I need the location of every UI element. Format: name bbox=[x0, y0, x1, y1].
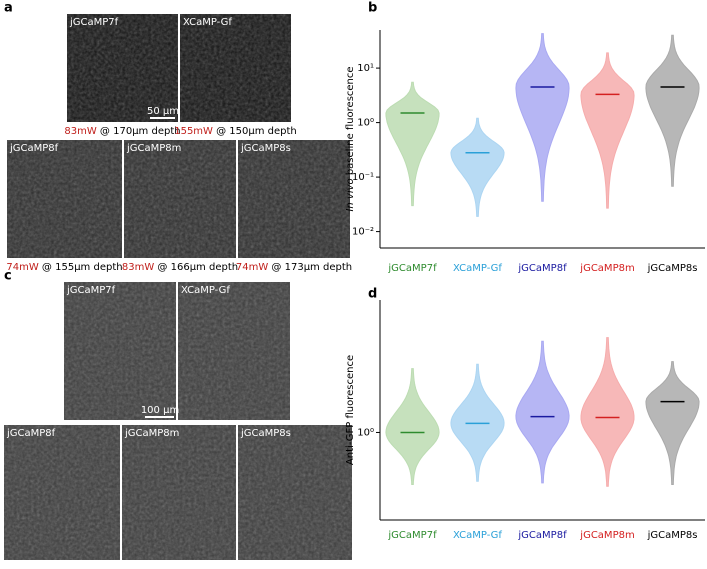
micrograph-texture bbox=[122, 425, 236, 560]
panel-label: a bbox=[4, 1, 13, 16]
violin bbox=[515, 340, 570, 484]
y-tick-label: 10⁰ bbox=[357, 427, 374, 438]
caption-depth: @ 155µm depth bbox=[39, 262, 123, 273]
y-tick-label: 10¹ bbox=[357, 63, 374, 74]
micrograph-texture bbox=[180, 14, 291, 122]
x-tick-label: jGCaMP8f bbox=[517, 263, 567, 274]
x-tick-label: jGCaMP7f bbox=[387, 263, 437, 274]
x-tick-label: XCaMP-Gf bbox=[453, 530, 502, 541]
caption-power: 74mW bbox=[6, 262, 38, 273]
image-label: jGCaMP8s bbox=[240, 143, 291, 154]
caption: 83mW @ 166µm depth bbox=[122, 262, 238, 273]
y-axis-label-text: Anti-GFP fluorescence bbox=[345, 355, 356, 465]
y-axis-label-text: baseline fluorescence bbox=[345, 66, 356, 178]
caption-depth: @ 170µm depth bbox=[97, 126, 181, 137]
micrograph-texture bbox=[124, 140, 236, 258]
micrograph-texture bbox=[67, 14, 178, 122]
y-axis-label: Anti-GFP fluorescence bbox=[345, 355, 356, 465]
x-tick-label: jGCaMP8s bbox=[647, 530, 698, 541]
micrograph-texture bbox=[238, 140, 350, 258]
x-tick-label: jGCaMP8m bbox=[579, 530, 634, 541]
y-tick-label: 10⁻¹ bbox=[352, 172, 374, 183]
violin bbox=[580, 337, 635, 487]
image-label: jGCaMP7f bbox=[69, 17, 119, 28]
violin bbox=[450, 117, 505, 217]
image-label: XCaMP-Gf bbox=[183, 17, 232, 28]
image-label: jGCaMP8f bbox=[9, 143, 59, 154]
y-axis-label: In vivo baseline fluorescence bbox=[345, 66, 356, 211]
image-label: jGCaMP8m bbox=[124, 428, 179, 439]
caption-depth: @ 173µm depth bbox=[268, 262, 352, 273]
panel-label: c bbox=[4, 269, 12, 284]
y-tick-label: 10⁰ bbox=[357, 118, 374, 129]
caption: 74mW @ 173µm depth bbox=[236, 262, 352, 273]
micrograph-texture bbox=[7, 140, 122, 258]
image-label: jGCaMP7f bbox=[66, 285, 116, 296]
x-tick-label: jGCaMP7f bbox=[387, 530, 437, 541]
caption-power: 74mW bbox=[236, 262, 268, 273]
micrograph-texture bbox=[64, 282, 176, 420]
violin bbox=[580, 52, 635, 209]
image-label: jGCaMP8m bbox=[126, 143, 181, 154]
caption-power: 83mW bbox=[64, 126, 96, 137]
y-axis-label-italic: In vivo bbox=[345, 178, 356, 211]
x-tick-label: jGCaMP8s bbox=[647, 263, 698, 274]
violin bbox=[645, 34, 700, 187]
image-label: jGCaMP8s bbox=[240, 428, 291, 439]
violin bbox=[385, 368, 440, 485]
caption: 155mW @ 150µm depth bbox=[174, 126, 297, 137]
caption-power: 155mW bbox=[174, 126, 213, 137]
panel-label: b bbox=[368, 1, 377, 16]
scale-bar-label: 100 µm bbox=[141, 405, 179, 416]
x-tick-label: XCaMP-Gf bbox=[453, 263, 502, 274]
micrograph-texture bbox=[178, 282, 290, 420]
image-label: XCaMP-Gf bbox=[181, 285, 230, 296]
violin bbox=[645, 361, 700, 485]
scale-bar-label: 50 µm bbox=[147, 106, 179, 117]
caption: 83mW @ 170µm depth bbox=[64, 126, 180, 137]
caption: 74mW @ 155µm depth bbox=[6, 262, 122, 273]
violin bbox=[515, 33, 570, 202]
caption-power: 83mW bbox=[122, 262, 154, 273]
caption-depth: @ 166µm depth bbox=[154, 262, 238, 273]
panel-label: d bbox=[368, 287, 377, 302]
micrograph-texture bbox=[238, 425, 352, 560]
y-tick-label: 10⁻² bbox=[352, 227, 374, 238]
micrograph-texture bbox=[4, 425, 120, 560]
x-tick-label: jGCaMP8f bbox=[517, 530, 567, 541]
x-tick-label: jGCaMP8m bbox=[579, 263, 634, 274]
violin bbox=[385, 81, 440, 207]
caption-depth: @ 150µm depth bbox=[213, 126, 297, 137]
image-label: jGCaMP8f bbox=[6, 428, 56, 439]
